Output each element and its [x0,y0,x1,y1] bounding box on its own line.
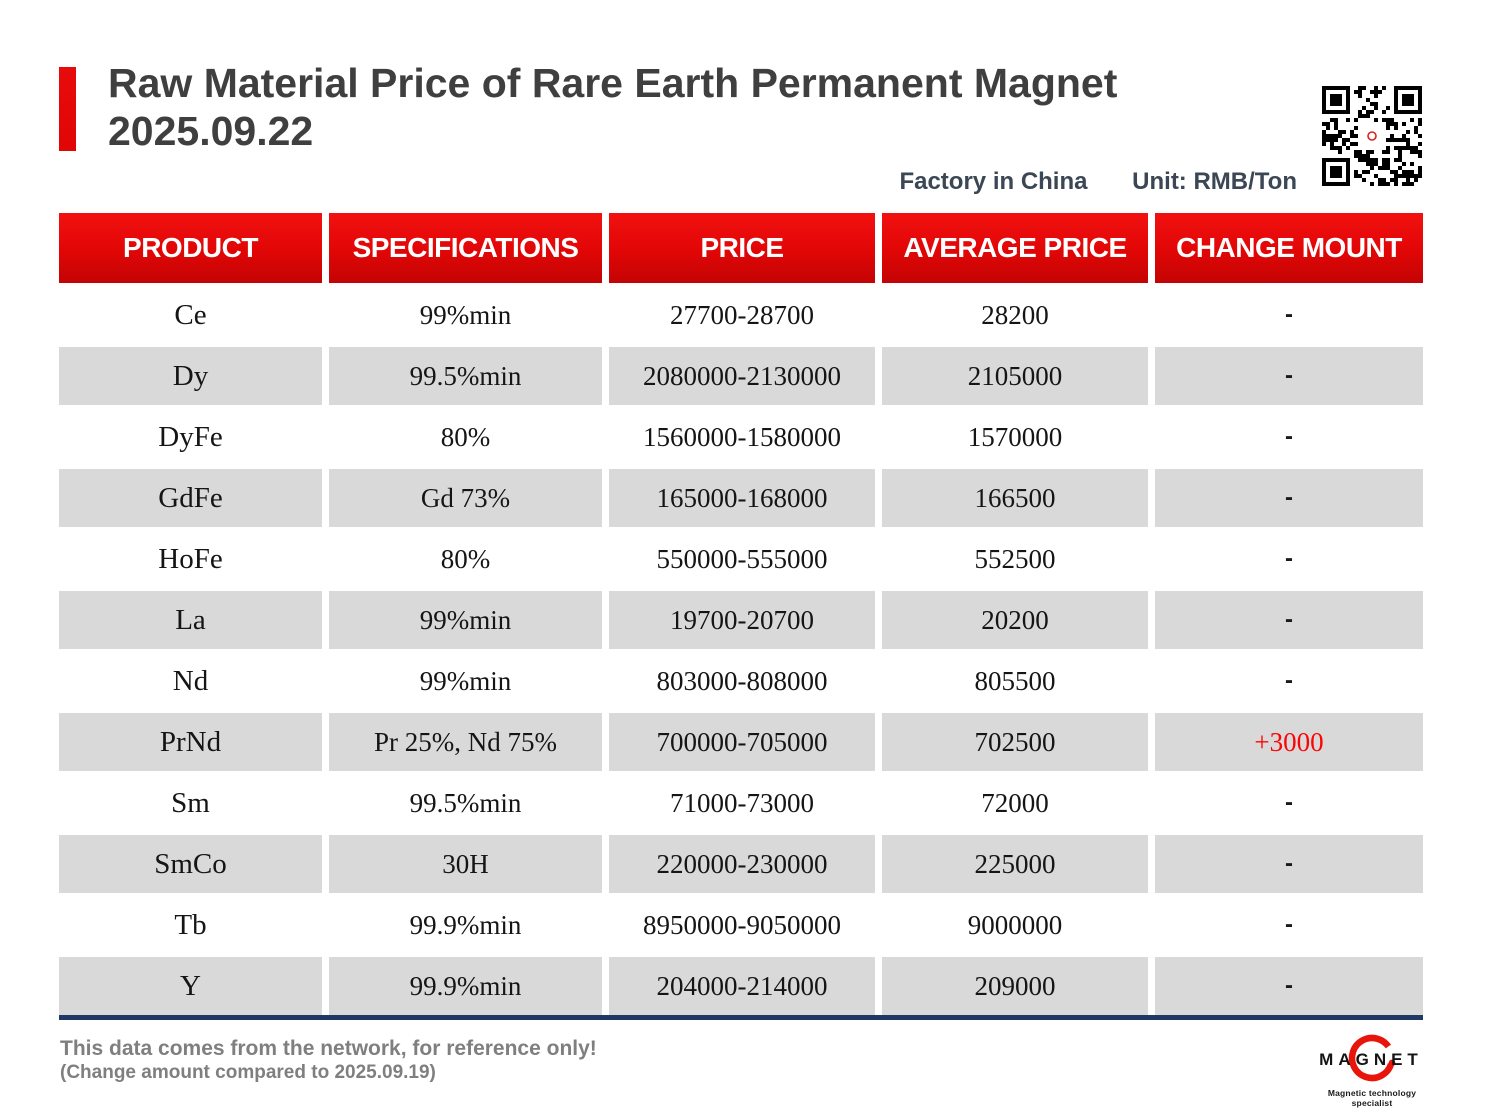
price-table: PRODUCT SPECIFICATIONS PRICE AVERAGE PRI… [59,213,1423,1020]
cell-product: Sm [59,774,322,832]
cell-avg: 9000000 [882,896,1148,954]
cell-avg: 166500 [882,469,1148,527]
cell-product: SmCo [59,835,322,893]
cell-price: 19700-20700 [609,591,875,649]
cell-avg: 225000 [882,835,1148,893]
cell-spec: 80% [329,408,602,466]
cell-change: - [1155,469,1423,527]
column-header-change-mount: CHANGE MOUNT [1155,213,1423,283]
cell-price: 220000-230000 [609,835,875,893]
cell-price: 8950000-9050000 [609,896,875,954]
cell-avg: 72000 [882,774,1148,832]
cell-spec: 99%min [329,591,602,649]
cell-avg: 805500 [882,652,1148,710]
cell-change: - [1155,774,1423,832]
cell-spec: Gd 73% [329,469,602,527]
cell-avg: 702500 [882,713,1148,771]
cell-price: 550000-555000 [609,530,875,588]
cell-price: 1560000-1580000 [609,408,875,466]
page-title-line2: 2025.09.22 [108,107,314,154]
title-accent-bar [59,67,76,151]
cell-spec: 99%min [329,652,602,710]
footer-note-line1: This data comes from the network, for re… [60,1037,597,1060]
cell-price: 71000-73000 [609,774,875,832]
column-header-specifications: SPECIFICATIONS [329,213,602,283]
footer-notes: This data comes from the network, for re… [60,1036,597,1085]
cell-spec: 99.9%min [329,896,602,954]
cell-spec: 99.9%min [329,957,602,1015]
cell-product: Ce [59,286,322,344]
cell-price: 165000-168000 [609,469,875,527]
unit-label: Unit: RMB/Ton [1132,168,1297,195]
cell-avg: 28200 [882,286,1148,344]
meta-line: Factory in China Unit: RMB/Ton [59,168,1297,196]
cell-product: Tb [59,896,322,954]
cell-avg: 552500 [882,530,1148,588]
cell-avg: 2105000 [882,347,1148,405]
cell-product: GdFe [59,469,322,527]
cell-product: La [59,591,322,649]
magnet-logo: MAGNET Magnetic technology specialist [1314,1028,1430,1108]
factory-label: Factory in China [899,168,1088,195]
cell-spec: 99.5%min [329,774,602,832]
column-header-average-price: AVERAGE PRICE [882,213,1148,283]
cell-product: Y [59,957,322,1015]
cell-change: - [1155,347,1423,405]
cell-product: DyFe [59,408,322,466]
cell-product: Dy [59,347,322,405]
cell-change: - [1155,957,1423,1015]
footer-note-line2: (Change amount compared to 2025.09.19) [60,1062,436,1084]
cell-change: - [1155,591,1423,649]
cell-spec: 80% [329,530,602,588]
cell-spec: 99.5%min [329,347,602,405]
column-header-product: PRODUCT [59,213,322,283]
cell-change: - [1155,652,1423,710]
cell-price: 27700-28700 [609,286,875,344]
cell-price: 2080000-2130000 [609,347,875,405]
cell-price: 803000-808000 [609,652,875,710]
cell-product: PrNd [59,713,322,771]
cell-change: - [1155,408,1423,466]
cell-change: - [1155,896,1423,954]
cell-price: 204000-214000 [609,957,875,1015]
qr-code-icon [1322,80,1422,192]
cell-product: Nd [59,652,322,710]
logo-tagline: Magnetic technology specialist [1327,1088,1417,1108]
cell-price: 700000-705000 [609,713,875,771]
cell-change: - [1155,835,1423,893]
page-title: Raw Material Price of Rare Earth Permane… [108,60,1268,155]
logo-wordmark: MAGNET [1319,1050,1423,1069]
cell-change: +3000 [1155,713,1423,771]
page-title-line1: Raw Material Price of Rare Earth Permane… [108,60,1118,106]
cell-avg: 209000 [882,957,1148,1015]
cell-spec: 30H [329,835,602,893]
cell-avg: 1570000 [882,408,1148,466]
cell-change: - [1155,286,1423,344]
cell-product: HoFe [59,530,322,588]
cell-avg: 20200 [882,591,1148,649]
column-header-price: PRICE [609,213,875,283]
cell-change: - [1155,530,1423,588]
cell-spec: 99%min [329,286,602,344]
cell-spec: Pr 25%, Nd 75% [329,713,602,771]
magnet-ring-icon [1348,1034,1396,1082]
